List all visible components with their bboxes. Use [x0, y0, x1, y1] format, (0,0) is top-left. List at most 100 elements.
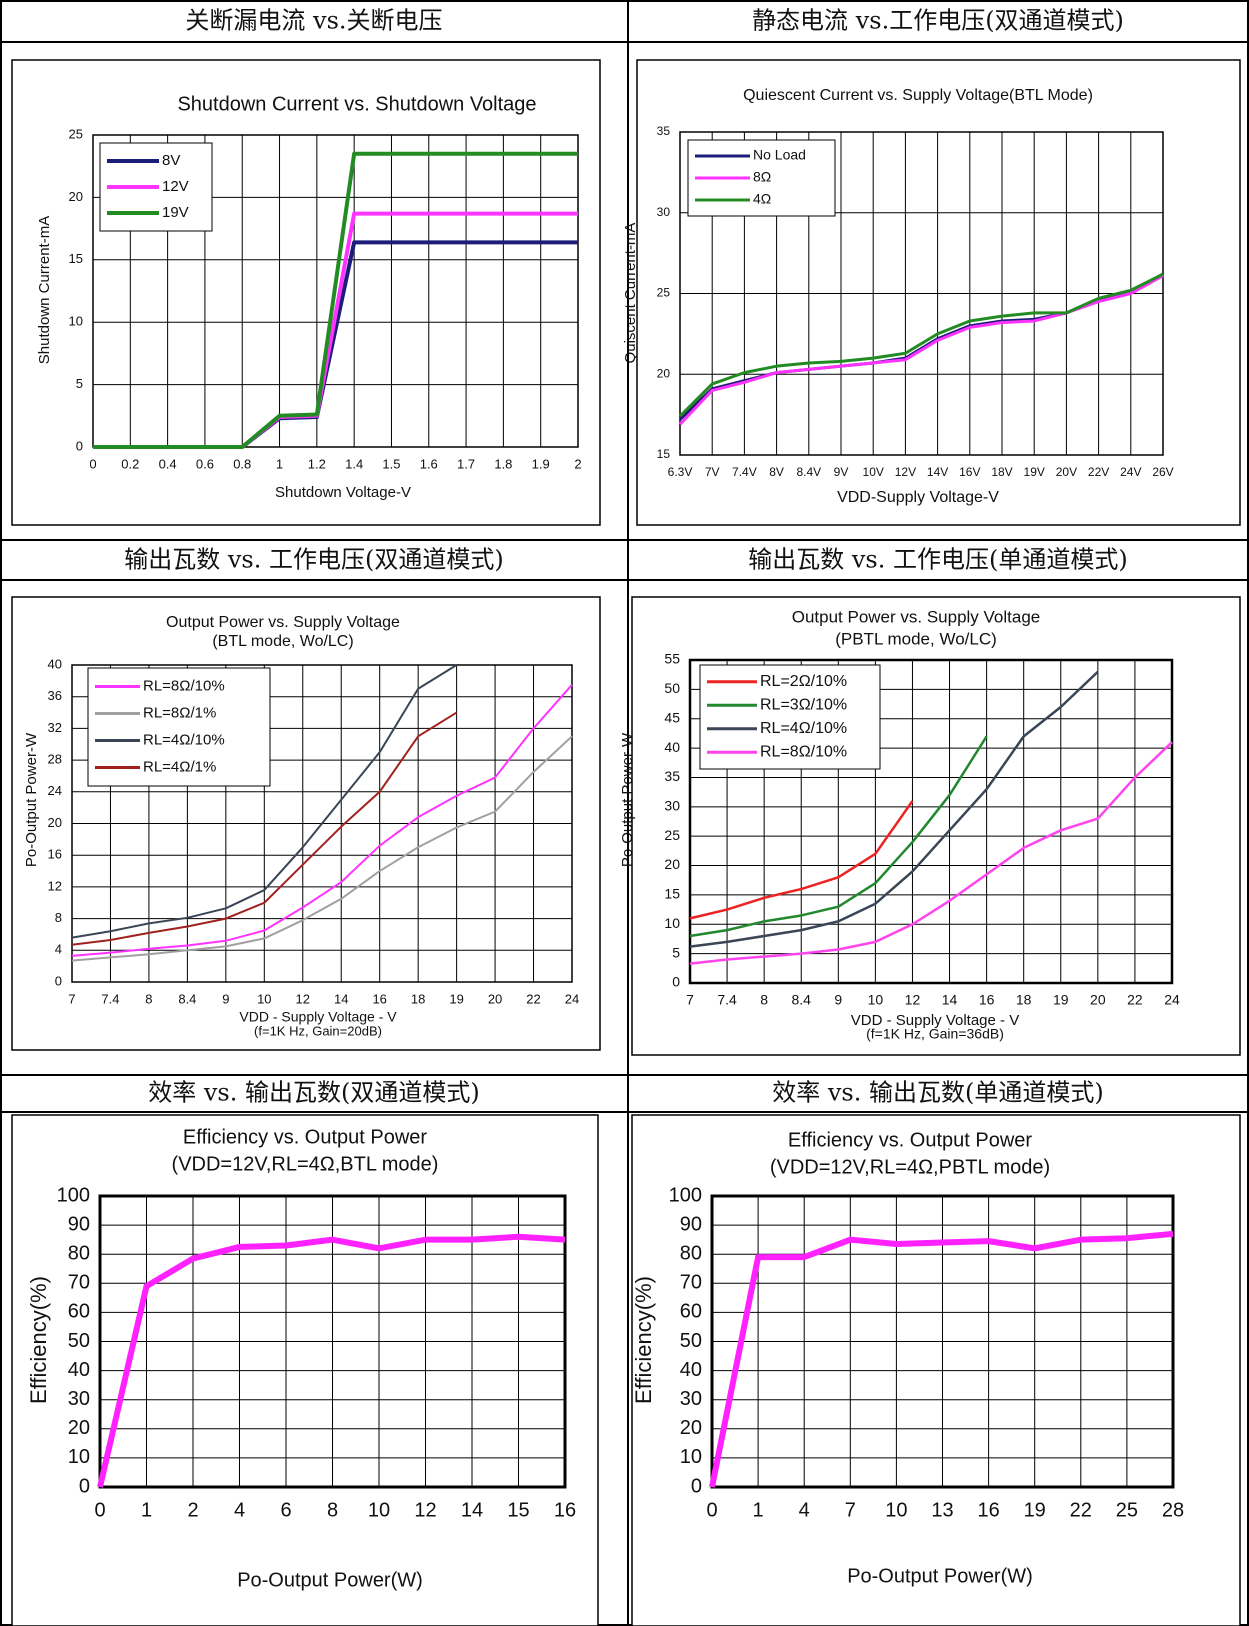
x-tick-label: 18V	[991, 465, 1012, 479]
y-axis-label: Po-Output Power-W	[619, 732, 636, 867]
x-axis-label: Po-Output Power(W)	[237, 1569, 423, 1591]
y-tick-label: 36	[48, 688, 62, 703]
y-tick-label: 15	[69, 251, 83, 266]
y-tick-label: 35	[657, 124, 671, 138]
data-line	[97, 1233, 566, 1488]
x-tick-label: 8.4	[791, 992, 811, 1008]
x-tick-label: 10	[257, 991, 271, 1006]
x-tick-label: 1.6	[420, 456, 438, 471]
y-tick-label: 25	[664, 827, 680, 843]
legend-label: RL=8Ω/1%	[143, 704, 216, 721]
y-tick-label: 12	[48, 878, 62, 893]
plot-border	[679, 131, 1164, 456]
x-tick-label: 7	[68, 991, 75, 1006]
x-tick-label: 14V	[927, 465, 948, 479]
x-tick-label: 8	[327, 1499, 338, 1521]
x-tick-label: 19	[1024, 1499, 1046, 1521]
x-tick-label: 22	[526, 991, 540, 1006]
x-tick-label: 1.2	[308, 456, 326, 471]
header: 静态电流 vs.工作电压(双通道模式)	[752, 7, 1124, 35]
x-tick-label: 2	[187, 1499, 198, 1521]
legend-label: 8Ω	[753, 169, 771, 185]
plot-border	[92, 134, 579, 448]
x-tick-label: 25	[1116, 1499, 1138, 1521]
y-tick-label: 8	[55, 910, 62, 925]
y-tick-label: 100	[669, 1184, 702, 1206]
x-tick-label: 0	[89, 456, 96, 471]
y-axis-label: Efficiency(%)	[631, 1276, 656, 1404]
y-tick-label: 20	[680, 1417, 702, 1439]
x-tick-label: 16	[372, 991, 386, 1006]
x-tick-label: 22	[1070, 1499, 1092, 1521]
y-tick-label: 60	[680, 1301, 702, 1323]
x-tick-label: 10	[868, 992, 884, 1008]
x-tick-label: 18	[411, 991, 425, 1006]
data-line	[689, 670, 1099, 948]
y-tick-label: 10	[680, 1446, 702, 1468]
x-tick-label: 12	[414, 1499, 436, 1521]
x-tick-label: 0.8	[233, 456, 251, 471]
y-tick-label: 50	[664, 680, 680, 696]
y-tick-label: 30	[657, 205, 671, 219]
x-tick-label: 1.7	[457, 456, 475, 471]
y-tick-label: 25	[69, 126, 83, 141]
y-tick-label: 40	[664, 739, 680, 755]
legend-label: RL=2Ω/10%	[760, 673, 847, 690]
x-tick-label: 6	[280, 1499, 291, 1521]
x-axis-label: Po-Output Power(W)	[847, 1565, 1033, 1587]
data-line	[678, 272, 1164, 418]
y-tick-label: 70	[68, 1272, 90, 1294]
x-tick-label: 1	[753, 1499, 764, 1521]
x-tick-label: 24	[565, 991, 579, 1006]
x-tick-label: 28	[1162, 1499, 1184, 1521]
y-tick-label: 32	[48, 720, 62, 735]
data-line	[689, 741, 1173, 965]
chart-subtitle: (VDD=12V,RL=4Ω,PBTL mode)	[770, 1156, 1050, 1178]
y-tick-label: 0	[55, 973, 62, 988]
x-tick-label: 22V	[1088, 465, 1109, 479]
chart-subtitle: (BTL mode, Wo/LC)	[212, 633, 353, 650]
y-tick-label: 35	[664, 768, 680, 784]
data-line	[709, 1230, 1174, 1488]
x-tick-label: 14	[942, 992, 958, 1008]
x-tick-label: 12	[905, 992, 921, 1008]
y-tick-label: 40	[68, 1359, 90, 1381]
y-tick-label: 16	[48, 847, 62, 862]
x-tick-label: 7.4V	[732, 465, 757, 479]
x-tick-label: 20	[1090, 992, 1106, 1008]
y-tick-label: 0	[79, 1475, 90, 1497]
y-tick-label: 50	[68, 1330, 90, 1352]
legend-label: 4Ω	[753, 191, 771, 207]
y-tick-label: 30	[68, 1388, 90, 1410]
x-tick-label: 9V	[834, 465, 849, 479]
x-tick-label: 8.4	[178, 991, 196, 1006]
y-tick-label: 50	[680, 1330, 702, 1352]
y-tick-label: 0	[691, 1475, 702, 1497]
x-tick-label: 14	[334, 991, 348, 1006]
y-tick-label: 90	[680, 1213, 702, 1235]
y-axis-label: Quiscent Current-mA	[622, 223, 639, 364]
legend-label: RL=3Ω/10%	[760, 696, 847, 713]
y-tick-label: 15	[657, 447, 671, 461]
x-tick-label: 1	[141, 1499, 152, 1521]
y-tick-label: 10	[69, 314, 83, 329]
y-tick-label: 80	[68, 1242, 90, 1264]
y-tick-label: 25	[657, 286, 671, 300]
chart-frame	[11, 59, 601, 526]
y-axis-label: Efficiency(%)	[26, 1276, 51, 1404]
x-tick-label: 4	[234, 1499, 245, 1521]
data-line	[71, 664, 458, 939]
x-tick-label: 19	[1053, 992, 1069, 1008]
x-tick-label: 22	[1127, 992, 1143, 1008]
chart-subtitle: (PBTL mode, Wo/LC)	[835, 629, 997, 648]
y-tick-label: 55	[664, 651, 680, 667]
x-tick-label: 0	[706, 1499, 717, 1521]
data-line	[71, 684, 573, 957]
x-axis-label: VDD - Supply Voltage - V	[851, 1012, 1019, 1029]
x-tick-label: 19V	[1024, 465, 1045, 479]
x-tick-label: 9	[222, 991, 229, 1006]
x-tick-label: 8	[760, 992, 768, 1008]
x-tick-label: 24	[1164, 992, 1180, 1008]
legend-label: RL=4Ω/10%	[760, 720, 847, 737]
